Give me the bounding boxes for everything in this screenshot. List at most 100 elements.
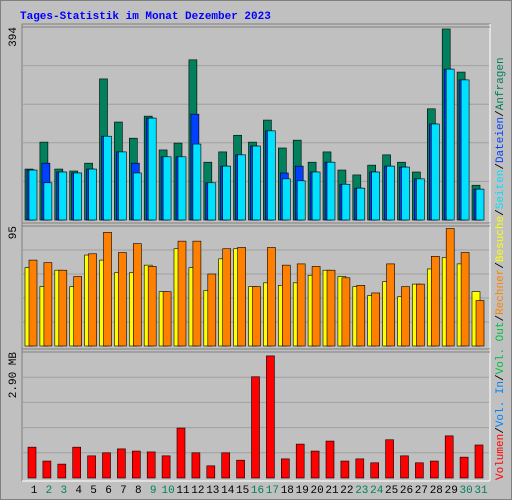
bar bbox=[280, 458, 290, 479]
bar bbox=[192, 143, 202, 221]
bar bbox=[416, 178, 425, 221]
x-tick-label: 30 bbox=[459, 485, 472, 497]
bar bbox=[177, 240, 187, 347]
x-tick-label: 18 bbox=[281, 485, 294, 497]
x-tick-label: 2 bbox=[46, 485, 53, 497]
x-tick-label: 12 bbox=[191, 485, 204, 497]
legend-entry: Rechner bbox=[495, 269, 507, 315]
bar bbox=[147, 266, 157, 347]
x-tick-label: 3 bbox=[60, 485, 67, 497]
legend-entry: Volumen bbox=[495, 434, 507, 480]
bar bbox=[87, 455, 96, 479]
x-tick-label: 28 bbox=[430, 485, 443, 497]
bar bbox=[58, 269, 68, 347]
bar bbox=[386, 165, 395, 221]
bar bbox=[57, 463, 67, 479]
bar bbox=[252, 145, 261, 221]
legend-separator: / bbox=[495, 315, 507, 322]
legend-entry: Dateien bbox=[495, 117, 507, 163]
x-tick-label: 9 bbox=[150, 485, 157, 497]
bar bbox=[370, 462, 380, 479]
legend-separator: / bbox=[495, 163, 507, 170]
x-tick-label: 23 bbox=[355, 485, 368, 497]
bar bbox=[267, 247, 276, 347]
x-tick-label: 29 bbox=[445, 485, 458, 497]
x-tick-label: 31 bbox=[474, 485, 488, 497]
bar bbox=[401, 166, 410, 221]
x-tick-label: 17 bbox=[266, 485, 279, 497]
bar bbox=[118, 252, 127, 347]
bar bbox=[73, 172, 82, 221]
legend-entry: Besuche bbox=[495, 216, 507, 262]
bar bbox=[295, 443, 305, 479]
bar bbox=[460, 252, 470, 347]
x-tick-label: 1 bbox=[31, 485, 38, 497]
bar bbox=[177, 156, 187, 221]
legend-separator: / bbox=[495, 427, 507, 434]
legend-separator: / bbox=[495, 374, 507, 381]
x-tick-label: 10 bbox=[161, 485, 174, 497]
bar bbox=[266, 355, 275, 479]
bar bbox=[192, 240, 202, 347]
bar bbox=[72, 446, 81, 479]
bar bbox=[27, 446, 37, 479]
bar bbox=[42, 460, 52, 479]
bar bbox=[340, 460, 350, 479]
x-tick-label: 26 bbox=[400, 485, 413, 497]
bar bbox=[371, 292, 381, 347]
bar bbox=[296, 180, 306, 221]
bar bbox=[475, 300, 485, 347]
bar bbox=[459, 456, 469, 479]
bar bbox=[237, 247, 246, 347]
bar bbox=[251, 376, 260, 479]
bar bbox=[133, 243, 142, 347]
x-tick-label: 13 bbox=[206, 485, 219, 497]
bar bbox=[103, 135, 112, 221]
bar bbox=[444, 435, 454, 479]
y-tick-label: 394 bbox=[8, 27, 20, 47]
legend: Volumen/Vol. In/Vol. Out/Rechner/Besuche… bbox=[495, 57, 507, 480]
y-tick-label: 95 bbox=[8, 226, 20, 239]
bar bbox=[43, 262, 53, 347]
bar bbox=[117, 448, 126, 479]
bar bbox=[236, 459, 245, 479]
x-tick-label: 14 bbox=[221, 485, 235, 497]
bar bbox=[311, 171, 321, 221]
x-tick-label: 16 bbox=[251, 485, 264, 497]
bar bbox=[88, 168, 97, 221]
bar bbox=[162, 291, 172, 347]
bar bbox=[326, 269, 336, 347]
bar bbox=[341, 277, 351, 347]
bar bbox=[371, 171, 381, 221]
bar bbox=[311, 266, 321, 347]
bar bbox=[28, 169, 38, 221]
bar bbox=[102, 452, 111, 479]
legend-entry: Vol. In bbox=[495, 381, 507, 427]
bar bbox=[132, 450, 141, 479]
legend-separator: / bbox=[495, 110, 507, 117]
legend-entry: Anfragen bbox=[495, 57, 507, 110]
legend-entry: Vol. Out bbox=[495, 322, 507, 375]
bar bbox=[237, 154, 246, 221]
bar bbox=[58, 171, 68, 221]
bar bbox=[222, 165, 231, 221]
legend-separator: / bbox=[495, 262, 507, 269]
bar bbox=[445, 228, 455, 347]
x-tick-label: 27 bbox=[415, 485, 428, 497]
x-tick-label: 25 bbox=[385, 485, 398, 497]
bar bbox=[355, 458, 365, 479]
x-tick-label: 11 bbox=[176, 485, 190, 497]
bar bbox=[147, 117, 157, 221]
bar bbox=[133, 172, 142, 221]
x-tick-label: 5 bbox=[90, 485, 97, 497]
bar bbox=[430, 256, 440, 347]
bar bbox=[43, 182, 53, 221]
bar bbox=[401, 286, 410, 347]
y-tick-label: 2.90 MB bbox=[8, 352, 20, 399]
bar bbox=[88, 253, 97, 347]
x-tick-label: 20 bbox=[310, 485, 323, 497]
bar bbox=[475, 188, 485, 221]
bar bbox=[103, 232, 112, 347]
